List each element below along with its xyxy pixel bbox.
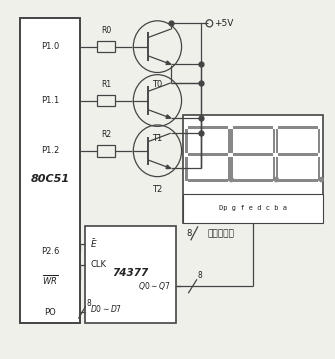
Polygon shape [166,165,171,169]
Bar [188,179,227,182]
Text: 共阳数码管: 共阳数码管 [208,229,234,238]
Bar [183,194,323,223]
Bar [278,126,318,129]
Bar [275,129,278,153]
Circle shape [319,177,323,182]
Circle shape [229,177,233,182]
Bar [278,179,318,182]
Bar [183,115,323,223]
Bar [233,153,273,156]
Bar [97,145,115,157]
Bar [318,129,320,153]
Text: 8: 8 [197,271,202,280]
Text: P1.1: P1.1 [41,96,59,105]
Polygon shape [166,115,171,118]
Text: T1: T1 [152,134,162,143]
Text: 74377: 74377 [113,268,149,278]
Bar [227,157,230,181]
Text: Dp g f e d c b a: Dp g f e d c b a [219,205,287,211]
Text: P1.2: P1.2 [41,146,59,155]
Text: P1.0: P1.0 [41,42,59,51]
Text: R0: R0 [101,26,111,35]
Bar [188,126,227,129]
Text: R2: R2 [101,130,111,139]
Bar [233,126,273,129]
Bar [275,157,278,181]
Bar [318,157,320,181]
Bar [278,153,318,156]
Bar [186,129,188,153]
Text: $\bar{E}$: $\bar{E}$ [90,237,98,250]
Text: $D0{\sim}D7$: $D0{\sim}D7$ [90,303,123,314]
Bar [97,41,115,52]
Bar [186,157,188,181]
Text: R1: R1 [101,80,111,89]
Bar [230,157,233,181]
Text: T0: T0 [152,80,162,89]
Text: 8: 8 [186,229,191,238]
Text: T2: T2 [152,185,162,194]
Bar [85,226,176,323]
Text: 80C51: 80C51 [31,174,70,185]
Polygon shape [166,61,171,65]
Text: CLK: CLK [90,260,107,270]
Text: $Q0{\sim}Q7$: $Q0{\sim}Q7$ [138,280,171,292]
Text: 8: 8 [86,299,91,308]
Bar [273,129,275,153]
Bar [273,157,275,181]
Bar [230,129,233,153]
Bar [20,18,80,323]
Text: +5V: +5V [214,19,234,28]
Bar [227,129,230,153]
Circle shape [274,177,278,182]
Text: P2.6: P2.6 [41,247,59,256]
Bar [233,179,273,182]
Text: PO: PO [44,308,56,317]
Text: $\overline{WR}$: $\overline{WR}$ [42,273,58,287]
Bar [97,95,115,106]
Bar [188,153,227,156]
